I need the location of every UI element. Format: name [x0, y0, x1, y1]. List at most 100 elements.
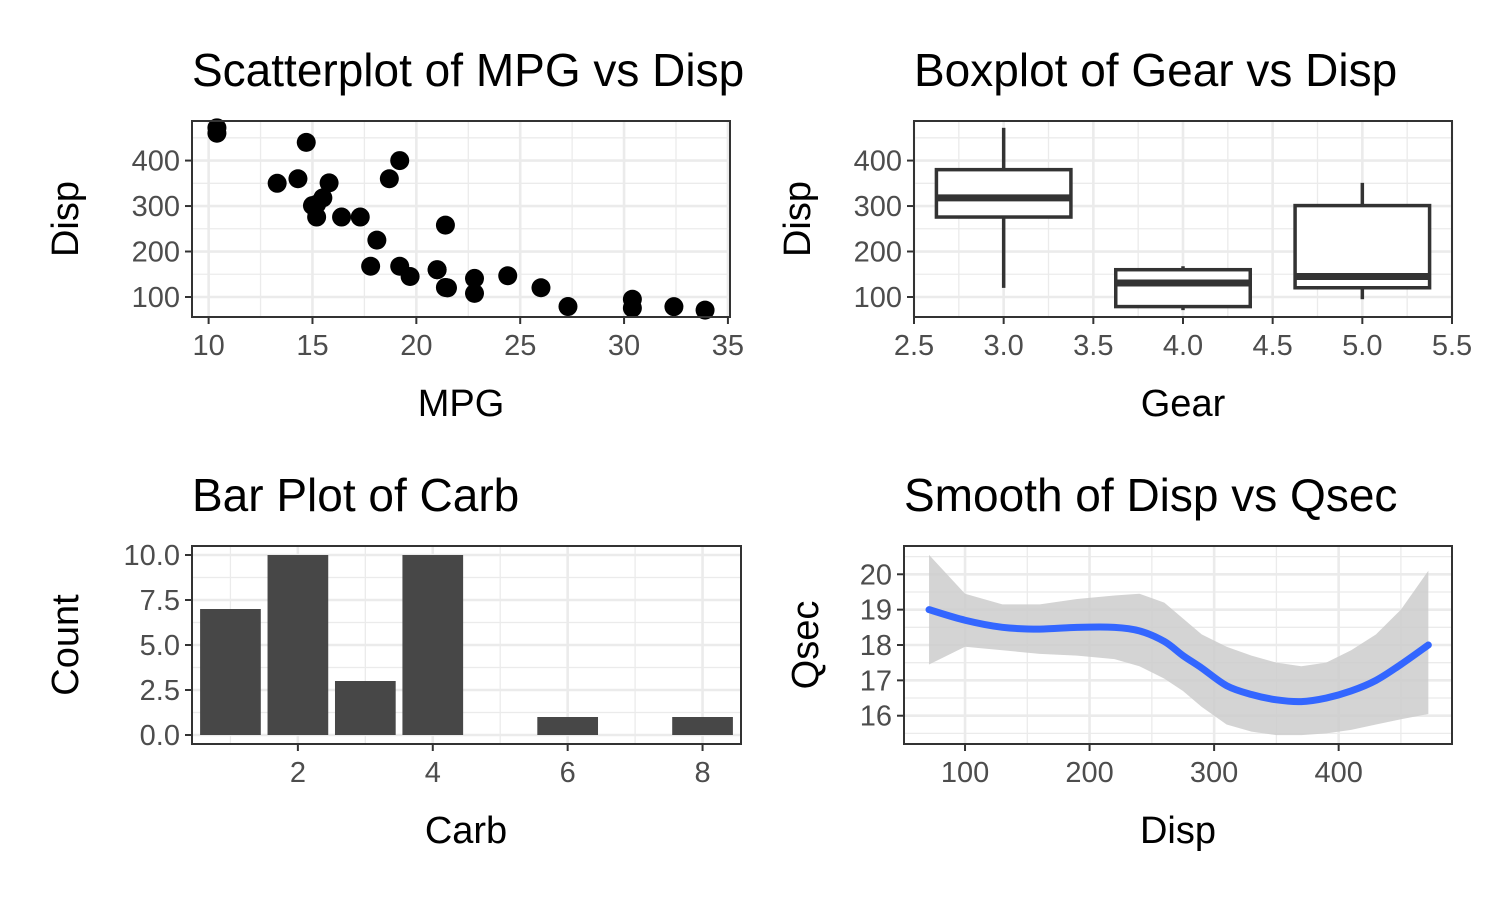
scatter-point-6 [288, 169, 308, 189]
boxplot-x-tick-label-2: 3.5 [1073, 330, 1113, 362]
boxplot-x-tick-label-4: 4.5 [1253, 330, 1293, 362]
smooth-x-tick-label-3: 400 [1314, 757, 1362, 789]
scatter-point-5 [367, 230, 387, 250]
scatter-point-8 [465, 268, 485, 288]
scatter-ticks: 10 15 20 25 30 35 100 200 300 400 [132, 146, 744, 362]
scatter-point-28 [319, 173, 339, 193]
scatter-x-tick-label-4: 30 [608, 330, 640, 362]
smooth-line [925, 606, 1432, 706]
smooth-confidence-band [929, 554, 1429, 736]
bar-x-tick-label-3: 8 [694, 757, 710, 789]
boxplot-y-tick-label-0: 100 [854, 282, 902, 314]
bar-2 [334, 681, 396, 735]
scatter-y-tick-label-2: 300 [132, 191, 180, 223]
boxplot-y-tick-label-2: 300 [854, 191, 902, 223]
boxplot-x-tick-label-0: 2.5 [894, 330, 934, 362]
scatter-grid [192, 121, 730, 317]
scatter-y-tick-label-3: 400 [132, 146, 180, 178]
smooth-x-tick-label-0: 100 [941, 757, 989, 789]
scatter-y-tick-label-1: 200 [132, 237, 180, 269]
bar-5 [672, 717, 733, 735]
scatter-point-15 [207, 123, 227, 143]
scatter-point-27 [622, 289, 642, 309]
bar-1 [267, 555, 329, 735]
scatter-y-axis-title: Disp [45, 181, 87, 257]
boxplot-y-tick-label-3: 400 [854, 146, 902, 178]
scatter-point-16 [296, 132, 316, 152]
scatter-x-tick-label-0: 10 [192, 330, 224, 362]
scatter-x-tick-label-5: 35 [712, 330, 744, 362]
bar-x-tick-label-1: 4 [425, 757, 441, 789]
smooth-panel: Smooth of Disp vs Qsec 100 200 300 40016171… [785, 469, 1453, 852]
bar-x-axis-title: Carb [425, 810, 507, 852]
scatter-point-31 [435, 277, 455, 297]
scatter-y-tick-label-0: 100 [132, 282, 180, 314]
smooth-x-tick-label-1: 200 [1065, 757, 1113, 789]
boxplot-boxes [934, 127, 1432, 311]
scatter-point-17 [664, 297, 684, 317]
scatter-point-24 [390, 151, 410, 171]
scatter-panel-border [191, 120, 731, 318]
smooth-y-tick-label-2: 18 [860, 630, 892, 662]
scatter-point-3 [435, 215, 455, 235]
scatter-point-29 [400, 267, 420, 287]
scatter-point-4 [379, 169, 399, 189]
boxplot-x-axis-title: Gear [1141, 383, 1226, 425]
smooth-y-axis-title: Qsec [785, 601, 827, 690]
scatter-point-2 [465, 283, 485, 303]
boxplot-x-tick-label-6: 5.5 [1432, 330, 1472, 362]
bar-y-tick-label-3: 7.5 [140, 585, 180, 617]
scatter-point-19 [695, 300, 715, 320]
smooth-x-axis-title: Disp [1140, 810, 1216, 852]
boxplot-y-axis-title: Disp [777, 181, 819, 257]
bar-y-tick-label-4: 10.0 [124, 540, 180, 572]
smooth-x-tick-label-2: 300 [1190, 757, 1238, 789]
bar-x-tick-label-0: 2 [290, 757, 306, 789]
bar-title: Bar Plot of Carb [192, 469, 519, 521]
boxplot-box-1 [1114, 267, 1252, 309]
scatter-x-tick-label-2: 20 [400, 330, 432, 362]
boxplot-title: Boxplot of Gear vs Disp [914, 44, 1397, 96]
boxplot-x-tick-label-1: 3.0 [984, 330, 1024, 362]
boxplot-panel: Boxplot of Gear vs Disp 2.5 3.0 3.5 4.0 4.5 5… [777, 44, 1472, 425]
smooth-y-tick-label-1: 17 [860, 665, 892, 697]
scatter-point-7 [498, 266, 518, 286]
scatter-point-11 [332, 207, 352, 227]
bar-y-tick-label-0: 0.0 [140, 720, 180, 752]
scatter-x-tick-label-3: 25 [504, 330, 536, 362]
scatter-points [207, 118, 715, 320]
scatter-point-10 [361, 256, 381, 276]
smooth-title: Smooth of Disp vs Qsec [904, 469, 1397, 521]
bar-x-tick-label-2: 6 [560, 757, 576, 789]
scatter-panel: Scatterplot of MPG vs Disp 10 15 20 25 30 351… [45, 44, 744, 425]
scatter-point-23 [267, 173, 287, 193]
boxplot-x-tick-label-5: 5.0 [1342, 330, 1382, 362]
scatter-point-25 [558, 297, 578, 317]
bar-0 [200, 609, 261, 735]
bar-y-tick-label-2: 5.0 [140, 630, 180, 662]
bar-y-axis-title: Count [45, 594, 87, 696]
scatter-x-tick-label-1: 15 [296, 330, 328, 362]
smooth-y-tick-label-0: 16 [860, 701, 892, 733]
bar-y-tick-label-1: 2.5 [140, 675, 180, 707]
boxplot-x-tick-label-3: 4.0 [1163, 330, 1203, 362]
bar-3 [402, 555, 464, 735]
boxplot-box-0 [934, 167, 1073, 219]
bar-ticks: 2 4 6 8 0.0 2.5 5.0 7.5 10.0 [124, 540, 711, 789]
scatter-point-26 [531, 278, 551, 298]
scatter-x-axis-title: MPG [418, 383, 505, 425]
bar-panel: Bar Plot of Carb 2 4 6 8 0.0 2.5 5.0 7.5 10.0 Ca… [45, 469, 742, 852]
boxplot-y-tick-label-1: 200 [854, 237, 902, 269]
scatter-title: Scatterplot of MPG vs Disp [192, 44, 744, 96]
scatter-point-30 [302, 196, 322, 216]
scatter-point-12 [350, 207, 370, 227]
scatter-point-1 [427, 260, 447, 280]
smooth-y-tick-label-4: 20 [860, 559, 892, 591]
bar-bars [200, 555, 733, 735]
smooth-marks [925, 554, 1432, 736]
boxplot-ticks: 2.5 3.0 3.5 4.0 4.5 5.0 5.5 100 200 300 400 [854, 146, 1473, 362]
bar-4 [537, 717, 599, 735]
smooth-y-tick-label-3: 19 [860, 595, 892, 627]
